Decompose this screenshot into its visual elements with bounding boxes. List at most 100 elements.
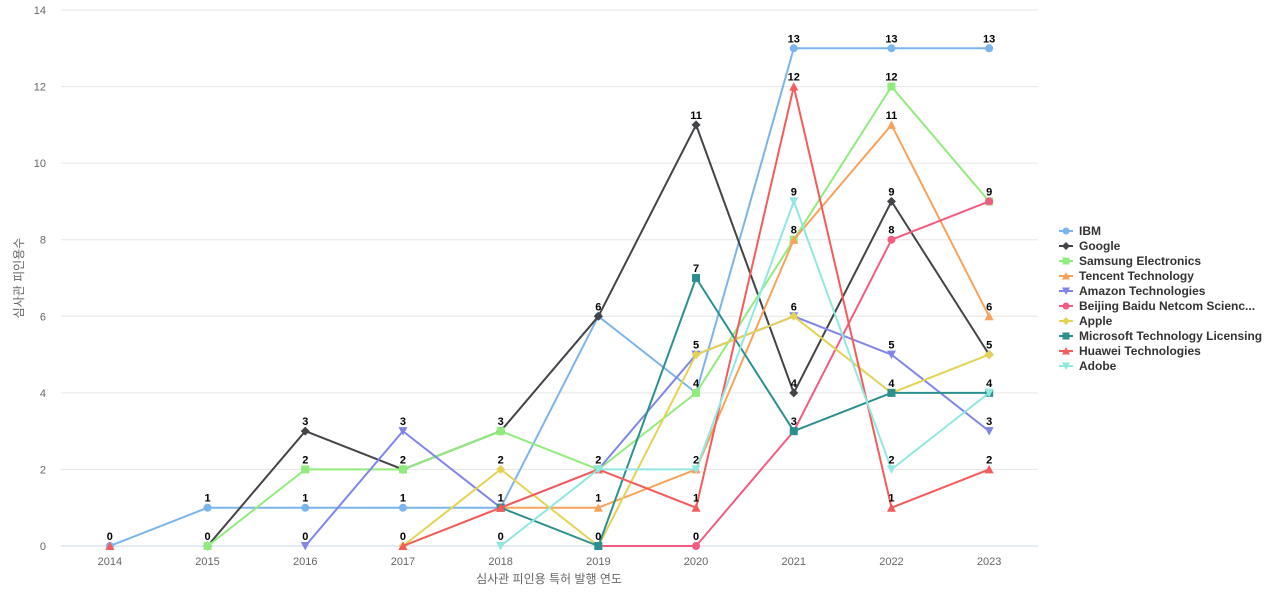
legend-item[interactable]: Apple	[1059, 314, 1113, 328]
data-point[interactable]	[398, 541, 408, 551]
data-point[interactable]	[105, 541, 115, 551]
data-label: 1	[498, 493, 504, 505]
legend-label: Samsung Electronics	[1079, 254, 1201, 268]
legend-marker	[1062, 287, 1070, 295]
data-point[interactable]	[789, 44, 798, 53]
data-point[interactable]	[398, 427, 408, 436]
data-label: 5	[693, 340, 699, 352]
data-point[interactable]	[984, 350, 994, 360]
data-label: 2	[986, 454, 992, 466]
y-tick-label: 6	[40, 311, 46, 323]
series-line	[206, 123, 990, 547]
legend-item[interactable]: IBM	[1059, 224, 1101, 238]
data-point[interactable]	[300, 426, 310, 436]
data-point[interactable]	[789, 427, 798, 436]
data-label: 0	[400, 531, 406, 543]
legend-label: Tencent Technology	[1079, 269, 1194, 283]
data-point[interactable]	[886, 503, 896, 512]
data-label: 3	[791, 416, 797, 428]
data-point[interactable]	[496, 542, 506, 551]
x-tick-label: 2023	[977, 556, 1001, 568]
data-point[interactable]	[789, 388, 799, 398]
data-label: 12	[885, 72, 897, 84]
data-point[interactable]	[886, 120, 896, 129]
data-label: 1	[400, 493, 406, 505]
y-tick-label: 4	[40, 388, 46, 400]
legend-marker	[1062, 242, 1070, 250]
data-point[interactable]	[984, 464, 994, 474]
data-point[interactable]	[691, 465, 701, 474]
series-0	[105, 44, 994, 550]
legend-item[interactable]: Microsoft Technology Licensing	[1059, 329, 1262, 343]
data-label: 9	[888, 186, 894, 198]
data-point[interactable]	[594, 542, 603, 550]
legend-marker	[1062, 332, 1070, 340]
data-label: 0	[595, 531, 601, 543]
data-point[interactable]	[398, 503, 407, 512]
data-label: 2	[498, 454, 504, 466]
data-point[interactable]	[985, 197, 994, 206]
data-point[interactable]	[984, 388, 994, 398]
data-point[interactable]	[887, 388, 896, 397]
data-point[interactable]	[886, 196, 896, 206]
data-point[interactable]	[691, 120, 701, 130]
legend-item[interactable]: Beijing Baidu Netcom Scienc...	[1059, 299, 1255, 313]
x-tick-label: 2020	[684, 556, 708, 568]
data-point[interactable]	[887, 82, 896, 91]
legend-item[interactable]: Adobe	[1059, 359, 1117, 373]
data-point[interactable]	[593, 503, 603, 512]
data-point[interactable]	[692, 542, 701, 550]
data-point[interactable]	[789, 197, 799, 206]
legend-item[interactable]: Google	[1059, 239, 1121, 253]
data-point[interactable]	[886, 350, 896, 360]
data-label: 0	[693, 531, 699, 543]
legend-item[interactable]: Huawei Technologies	[1059, 344, 1201, 358]
x-tick-label: 2014	[98, 556, 122, 568]
y-tick-label: 14	[34, 5, 46, 17]
x-tick-label: 2018	[488, 556, 512, 568]
legend-item[interactable]: Amazon Technologies	[1059, 284, 1206, 298]
legend-item[interactable]: Samsung Electronics	[1059, 254, 1201, 268]
data-label: 9	[986, 186, 992, 198]
data-point[interactable]	[496, 503, 506, 512]
data-point[interactable]	[691, 350, 701, 360]
data-point[interactable]	[984, 311, 994, 321]
data-point[interactable]	[692, 388, 701, 397]
data-point[interactable]	[692, 274, 701, 282]
data-point[interactable]	[789, 82, 799, 91]
data-point[interactable]	[691, 503, 701, 512]
data-point[interactable]	[593, 465, 603, 474]
data-label: 4	[986, 378, 993, 390]
data-point[interactable]	[496, 464, 506, 474]
legend-label: Beijing Baidu Netcom Scienc...	[1079, 299, 1255, 313]
data-point[interactable]	[593, 311, 603, 321]
data-point[interactable]	[301, 465, 310, 474]
data-point[interactable]	[300, 542, 310, 551]
data-label: 5	[986, 340, 992, 352]
data-point[interactable]	[789, 235, 799, 244]
data-point[interactable]	[984, 427, 994, 436]
y-tick-label: 8	[40, 235, 46, 247]
data-label: 7	[693, 263, 699, 275]
data-point[interactable]	[301, 503, 310, 512]
legend-item[interactable]: Tencent Technology	[1059, 269, 1194, 283]
legend-label: Apple	[1079, 314, 1113, 328]
data-label: 2	[888, 454, 894, 466]
data-point[interactable]	[887, 44, 896, 53]
y-axis-title: 심사관 피인용수	[12, 238, 26, 319]
data-point[interactable]	[203, 503, 212, 512]
legend-marker	[1062, 317, 1070, 325]
x-axis-title: 심사관 피인용 특허 발행 연도	[476, 571, 622, 586]
data-point[interactable]	[789, 311, 799, 321]
data-label: 0	[107, 531, 113, 543]
data-point[interactable]	[398, 465, 407, 474]
data-point[interactable]	[496, 427, 505, 436]
data-label: 13	[983, 33, 995, 45]
data-point[interactable]	[985, 44, 994, 53]
data-label: 0	[498, 531, 504, 543]
data-point[interactable]	[203, 542, 212, 550]
data-label: 4	[693, 378, 700, 390]
data-point[interactable]	[887, 235, 896, 244]
data-point[interactable]	[886, 465, 896, 474]
data-label: 2	[693, 454, 699, 466]
